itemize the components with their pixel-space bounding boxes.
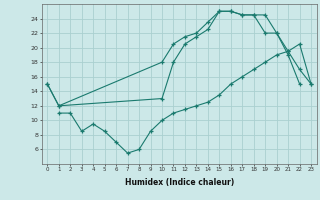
X-axis label: Humidex (Indice chaleur): Humidex (Indice chaleur) bbox=[124, 178, 234, 187]
